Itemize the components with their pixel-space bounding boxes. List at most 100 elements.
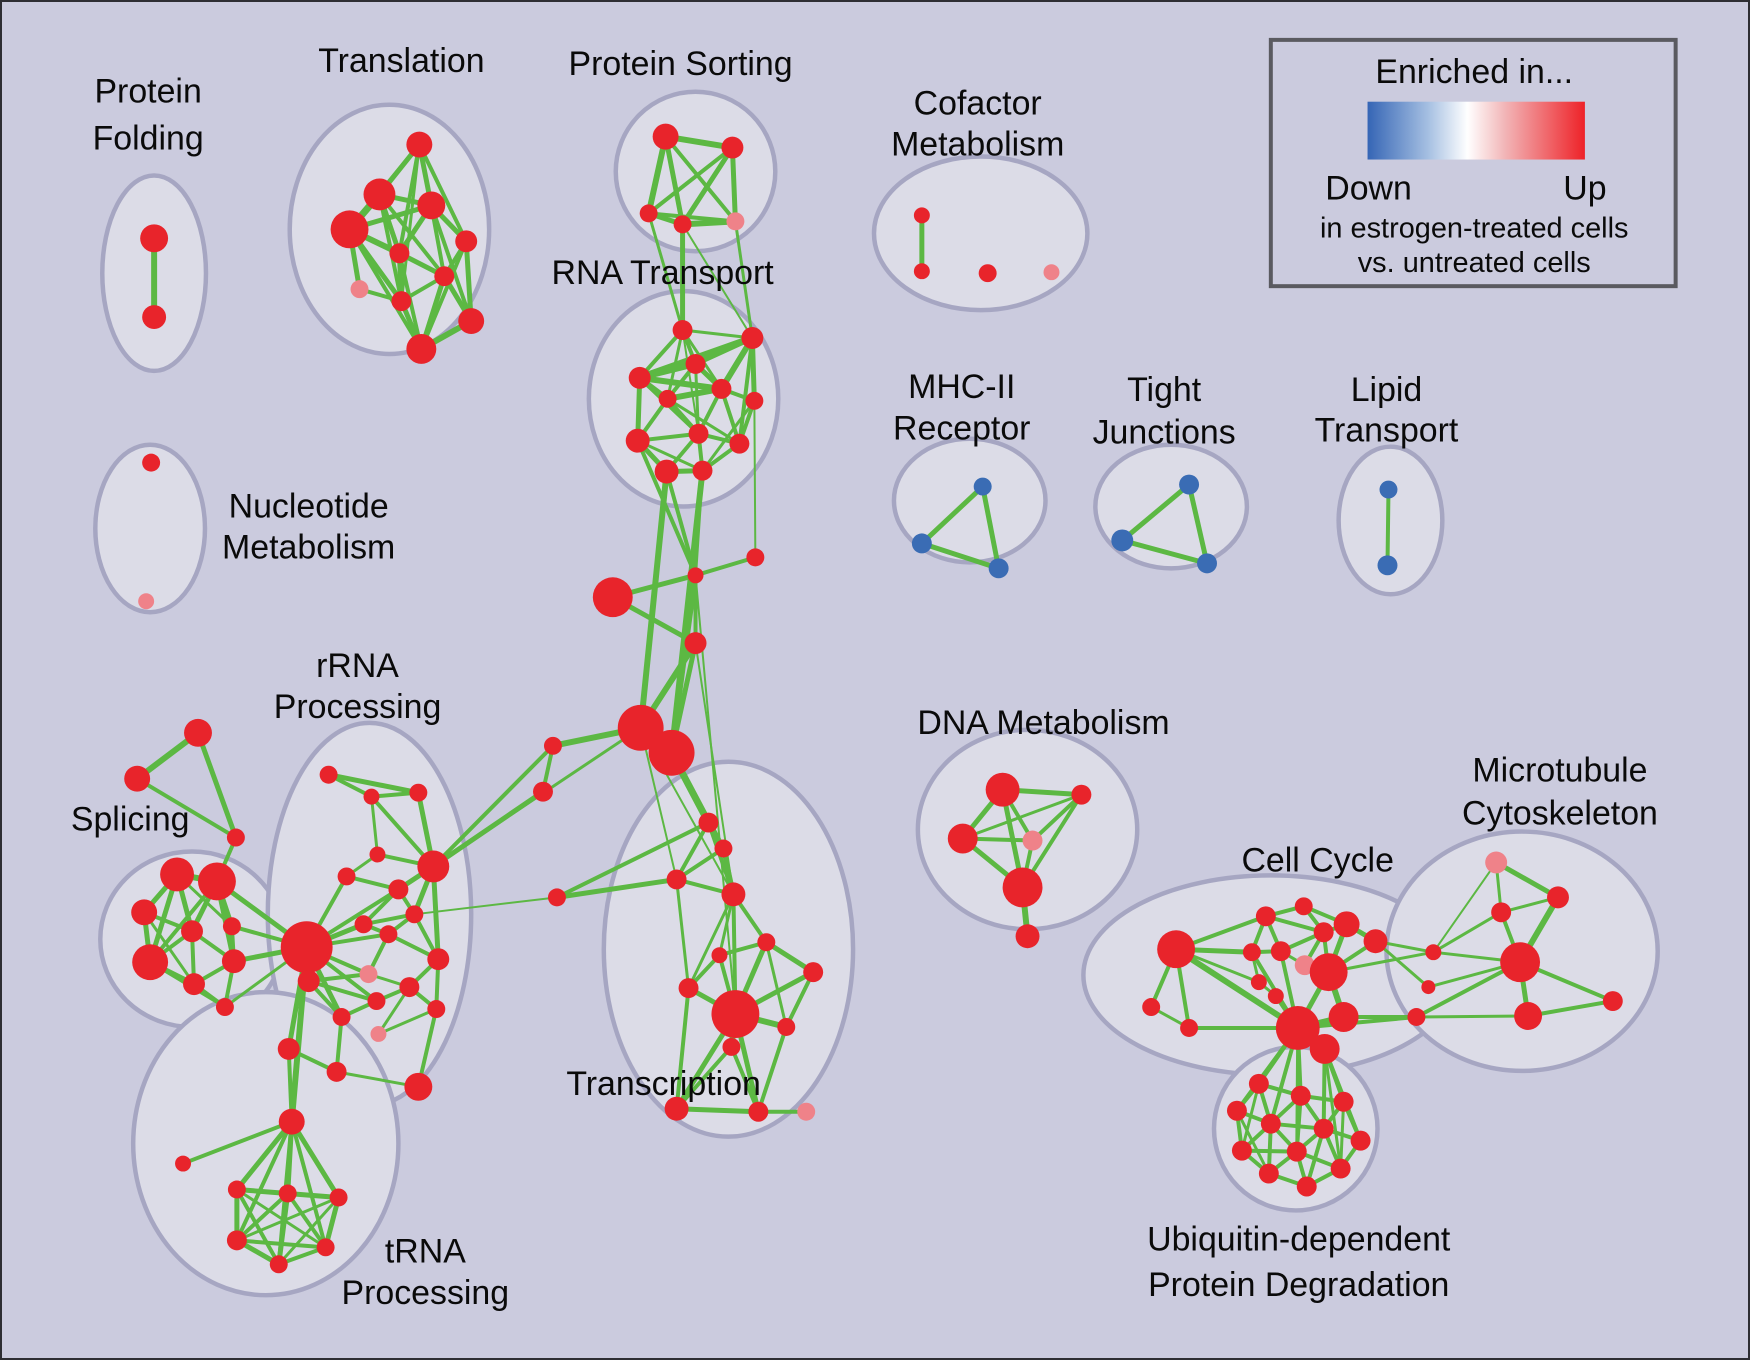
network-edge xyxy=(764,940,788,1029)
network-edge xyxy=(980,484,1002,571)
network-edge xyxy=(1432,861,1498,954)
network-edge xyxy=(675,877,691,990)
node-mt1 xyxy=(1485,851,1508,874)
node-t2 xyxy=(363,178,396,211)
node-p6 xyxy=(417,850,450,883)
node-s8 xyxy=(222,917,241,936)
node-cn1 xyxy=(543,736,562,755)
node-p8 xyxy=(280,921,333,974)
node-u12 xyxy=(1296,1176,1317,1197)
network-edge xyxy=(1263,914,1326,935)
node-u8 xyxy=(1231,1140,1252,1161)
network-edge xyxy=(674,1044,734,1111)
node-u3 xyxy=(1333,1091,1354,1112)
node-r11 xyxy=(654,459,679,484)
node-s9 xyxy=(132,944,169,981)
cluster-ellipse-cofactor-metabolism xyxy=(871,154,1090,313)
node-r5 xyxy=(711,378,732,399)
node-q7 xyxy=(316,1238,335,1257)
node-p18 xyxy=(332,1008,351,1026)
network-edge xyxy=(347,227,424,351)
cluster-label-mhc-ii-receptor: MHC-II Receptor xyxy=(893,368,1030,448)
node-pf1 xyxy=(140,224,169,253)
node-u6 xyxy=(1313,1118,1334,1139)
node-s4 xyxy=(160,857,195,892)
node-cc17 xyxy=(1142,998,1161,1017)
node-u7 xyxy=(1350,1130,1371,1151)
node-q8 xyxy=(269,1255,288,1274)
node-x3 xyxy=(714,839,733,858)
node-p1 xyxy=(319,765,338,784)
network-edge xyxy=(729,1044,761,1114)
cluster-ellipse-trna-processing xyxy=(130,989,401,1298)
node-k4 xyxy=(684,632,707,655)
network-edge xyxy=(554,820,711,900)
node-cc5 xyxy=(1294,897,1313,916)
node-mt3 xyxy=(1491,902,1512,923)
node-cc14 xyxy=(1425,944,1442,961)
network-edge xyxy=(646,145,735,216)
node-ps1 xyxy=(652,123,679,150)
network-edge xyxy=(376,1007,438,1036)
node-r7 xyxy=(745,391,764,410)
network-edge xyxy=(1414,1014,1530,1019)
network-edge xyxy=(664,469,698,578)
node-t5 xyxy=(455,230,478,253)
cluster-label-transcription: Transcription xyxy=(566,1065,761,1103)
network-edge xyxy=(919,484,986,546)
node-p5 xyxy=(337,867,356,886)
cluster-ellipse-nucleotide-metabolism xyxy=(93,442,208,615)
node-x8 xyxy=(711,947,728,964)
legend-title: Enriched in... xyxy=(1375,53,1573,91)
network-edge xyxy=(674,820,711,882)
network-edge xyxy=(645,133,669,217)
network-edge xyxy=(647,211,685,332)
node-d3 xyxy=(1071,784,1092,805)
node-cc3 xyxy=(1270,941,1291,962)
node-q2 xyxy=(175,1155,192,1172)
node-m2 xyxy=(911,533,932,554)
node-s10 xyxy=(221,949,246,974)
network-edge xyxy=(1493,859,1561,900)
network-edge xyxy=(234,1187,281,1267)
node-p9 xyxy=(297,970,320,993)
node-m3 xyxy=(988,558,1009,579)
network-edge xyxy=(961,793,1083,841)
network-edge xyxy=(753,399,757,559)
network-edge xyxy=(235,1195,341,1242)
node-d5 xyxy=(1002,867,1043,908)
node-cc6 xyxy=(1313,922,1334,943)
enrichment-network: Protein Folding Translation Protein Sorting… xyxy=(71,42,1660,1312)
cluster-label-translation: Translation xyxy=(318,42,484,80)
network-edge xyxy=(680,145,735,227)
network-edge xyxy=(729,145,738,224)
network-edge xyxy=(277,1195,341,1266)
cluster-ellipse-lipid-transport xyxy=(1336,444,1445,597)
node-u2 xyxy=(1290,1085,1311,1106)
node-p13 xyxy=(359,965,378,984)
node-p10 xyxy=(354,915,373,934)
node-r10 xyxy=(729,433,750,454)
network-edge xyxy=(431,743,555,869)
node-cf2 xyxy=(913,263,930,280)
network-edge xyxy=(1526,999,1615,1019)
node-t1 xyxy=(406,131,433,158)
node-p17 xyxy=(427,1000,446,1019)
node-s12 xyxy=(215,998,234,1017)
network-edge xyxy=(701,399,756,473)
node-p12 xyxy=(405,905,424,924)
network-edge xyxy=(289,1119,328,1250)
node-t7 xyxy=(434,266,455,287)
network-edge xyxy=(463,238,474,324)
node-j1 xyxy=(1179,474,1200,495)
legend-down-label: Down xyxy=(1325,169,1412,207)
network-edge xyxy=(674,1106,761,1115)
node-u10 xyxy=(1258,1163,1279,1184)
network-edge xyxy=(326,772,421,796)
node-u0b xyxy=(1309,1033,1340,1064)
network-edge xyxy=(756,1024,789,1114)
node-t8 xyxy=(350,280,369,299)
node-cc4 xyxy=(1255,906,1276,927)
node-s7 xyxy=(181,920,203,943)
node-q3 xyxy=(227,1180,246,1199)
